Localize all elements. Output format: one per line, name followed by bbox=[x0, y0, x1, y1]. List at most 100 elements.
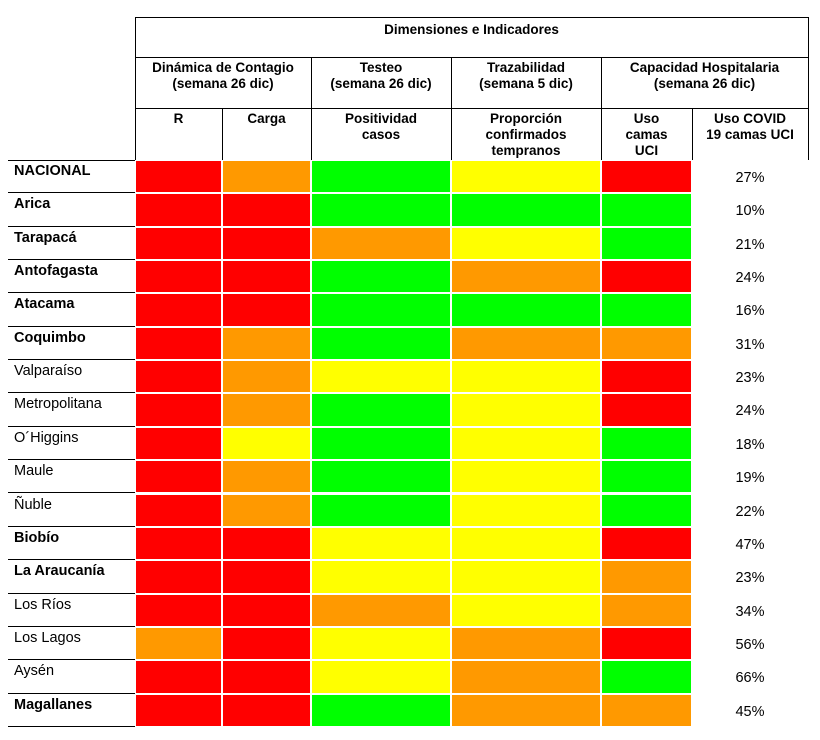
indicator-cell bbox=[222, 426, 311, 461]
indicator-cell bbox=[222, 360, 311, 394]
indicator-cell bbox=[135, 193, 222, 227]
indicator-cell bbox=[601, 393, 692, 427]
rule bbox=[451, 57, 452, 160]
region-name: Metropolitana bbox=[8, 393, 135, 427]
indicator-cell bbox=[451, 226, 601, 261]
indicator-cell bbox=[451, 160, 601, 194]
covid-uci-value: 18% bbox=[735, 436, 765, 453]
indicator-cell bbox=[222, 260, 311, 294]
header-line: (semana 26 dic) bbox=[330, 76, 432, 91]
indicator-cell bbox=[601, 360, 692, 394]
indicator-cell bbox=[311, 393, 451, 427]
indicator-cell bbox=[451, 360, 601, 394]
column-header: Proporción confirmados tempranos bbox=[451, 108, 601, 160]
indicator-cell bbox=[135, 526, 222, 561]
covid-uci-value: 45% bbox=[735, 703, 765, 720]
covid-uci-value: 56% bbox=[735, 636, 765, 653]
indicator-cell bbox=[601, 660, 692, 694]
header-line: camas bbox=[625, 127, 668, 142]
indicator-cell bbox=[222, 626, 311, 661]
indicator-cell bbox=[451, 660, 601, 694]
header-line: Testeo bbox=[359, 60, 403, 75]
indicator-cell bbox=[311, 360, 451, 394]
indicator-cell bbox=[601, 493, 692, 527]
indicator-cell bbox=[135, 426, 222, 461]
indicator-cell bbox=[222, 526, 311, 561]
indicator-cell bbox=[451, 593, 601, 627]
indicator-cell bbox=[601, 426, 692, 461]
covid-uci-value: 19% bbox=[735, 470, 765, 487]
indicator-cell bbox=[311, 593, 451, 627]
rule bbox=[692, 108, 693, 160]
region-name: Magallanes bbox=[8, 694, 135, 727]
column-header: Positividad casos bbox=[311, 108, 451, 160]
indicator-cell bbox=[222, 560, 311, 594]
covid-uci-value: 21% bbox=[735, 236, 765, 253]
indicator-cell bbox=[135, 393, 222, 427]
indicator-cell bbox=[451, 560, 601, 594]
region-name: Los Ríos bbox=[8, 594, 135, 627]
indicator-cell bbox=[135, 693, 222, 727]
indicator-cell bbox=[222, 160, 311, 194]
indicator-cell bbox=[601, 693, 692, 727]
covid-uci-value: 23% bbox=[735, 370, 765, 387]
indicator-cell bbox=[311, 460, 451, 494]
header-line: (semana 5 dic) bbox=[479, 76, 573, 91]
indicator-cell bbox=[311, 326, 451, 361]
indicator-cell bbox=[222, 393, 311, 427]
region-name: Antofagasta bbox=[8, 260, 135, 294]
indicator-cell bbox=[222, 326, 311, 361]
indicator-cell bbox=[451, 293, 601, 327]
indicator-cell bbox=[601, 560, 692, 594]
indicator-cell bbox=[451, 193, 601, 227]
rule bbox=[222, 108, 223, 160]
indicator-cell bbox=[601, 460, 692, 494]
header-line: Capacidad Hospitalaria bbox=[629, 60, 780, 75]
region-name: Ñuble bbox=[8, 494, 135, 527]
indicator-cell bbox=[222, 193, 311, 227]
covid-uci-value: 34% bbox=[735, 603, 765, 620]
region-name: Valparaíso bbox=[8, 360, 135, 394]
header-line: (semana 26 dic) bbox=[653, 76, 756, 91]
indicator-cell bbox=[601, 593, 692, 627]
column-header: Uso COVID 19 camas UCI bbox=[692, 108, 808, 160]
rule bbox=[135, 57, 809, 58]
covid-uci-value: 27% bbox=[735, 170, 765, 186]
rule bbox=[135, 17, 809, 18]
rule bbox=[601, 57, 602, 160]
indicator-cell bbox=[222, 693, 311, 727]
region-name: Los Lagos bbox=[8, 627, 135, 661]
covid-uci-value: 24% bbox=[735, 403, 765, 420]
header-line: Trazabilidad bbox=[486, 60, 566, 75]
indicator-cell bbox=[601, 160, 692, 194]
indicator-cell bbox=[135, 460, 222, 494]
indicator-cell bbox=[601, 626, 692, 661]
covid-uci-value: 24% bbox=[735, 270, 765, 287]
indicator-cell bbox=[311, 226, 451, 261]
covid-uci-value: 22% bbox=[735, 503, 765, 520]
region-name: Aysén bbox=[8, 660, 135, 694]
indicator-cell bbox=[222, 293, 311, 327]
group-header: Dinámica de Contagio (semana 26 dic) bbox=[135, 57, 311, 108]
rule bbox=[808, 17, 809, 160]
covid-uci-value: 23% bbox=[735, 570, 765, 587]
indicator-cell bbox=[311, 493, 451, 527]
indicator-cell bbox=[222, 593, 311, 627]
header-line: 19 camas UCI bbox=[706, 127, 794, 142]
indicator-cell bbox=[451, 326, 601, 361]
indicator-cell bbox=[135, 293, 222, 327]
indicator-cell bbox=[451, 693, 601, 727]
indicator-cell bbox=[311, 293, 451, 327]
indicator-cell bbox=[135, 493, 222, 527]
header-line: confirmados bbox=[485, 127, 567, 142]
indicator-cell bbox=[135, 226, 222, 261]
group-header: Capacidad Hospitalaria (semana 26 dic) bbox=[601, 57, 808, 108]
region-name: Coquimbo bbox=[8, 327, 135, 361]
column-header: Carga bbox=[222, 108, 311, 160]
header-line: Uso COVID bbox=[713, 111, 786, 126]
region-name: Biobío bbox=[8, 527, 135, 561]
indicator-cell bbox=[135, 660, 222, 694]
indicator-cell bbox=[311, 260, 451, 294]
region-name: Arica bbox=[8, 193, 135, 227]
